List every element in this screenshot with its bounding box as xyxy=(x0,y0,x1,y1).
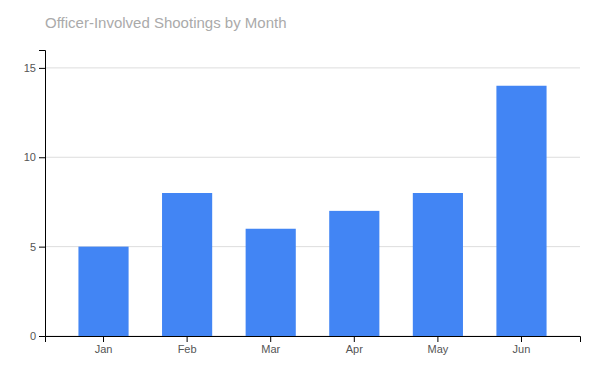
y-axis: 0 5 10 15 xyxy=(24,51,46,343)
x-tick-mark xyxy=(187,336,188,342)
x-tick-label: Apr xyxy=(346,343,363,355)
x-tick: Jun xyxy=(513,336,531,355)
bars xyxy=(78,86,546,336)
y-tick: 5 xyxy=(30,241,45,253)
y-axis-line xyxy=(39,51,46,337)
x-tick: Apr xyxy=(346,336,363,355)
plot: 0 5 10 15 Jan Feb Mar Apr May Jun xyxy=(24,51,581,355)
x-tick: May xyxy=(428,336,449,355)
y-tick-label: 15 xyxy=(24,62,36,74)
y-tick-label: 0 xyxy=(30,330,36,342)
x-tick-mark xyxy=(437,336,438,342)
y-tick-mark xyxy=(39,247,45,248)
x-tick-mark xyxy=(354,336,355,342)
y-tick-mark xyxy=(39,336,45,337)
y-tick: 10 xyxy=(24,151,45,163)
chart: 0 5 10 15 Jan Feb Mar Apr May Jun Officer-Involved… xyxy=(0,0,600,371)
bar xyxy=(78,247,128,336)
y-tick-label: 5 xyxy=(30,241,36,253)
y-tick: 0 xyxy=(30,330,45,342)
chart-container: 0 5 10 15 Jan Feb Mar Apr May Jun Officer-Involved… xyxy=(0,0,600,371)
y-tick: 15 xyxy=(24,62,45,74)
x-tick-label: Mar xyxy=(261,343,280,355)
x-tick-mark xyxy=(521,336,522,342)
x-tick: Mar xyxy=(261,336,280,355)
x-tick-label: May xyxy=(428,343,449,355)
x-tick-mark xyxy=(270,336,271,342)
grid xyxy=(45,68,580,336)
x-axis: Jan Feb Mar Apr May Jun xyxy=(46,336,581,355)
y-tick-mark xyxy=(39,68,45,69)
x-tick-label: Feb xyxy=(178,343,197,355)
y-tick-label: 10 xyxy=(24,151,36,163)
grid-line xyxy=(45,67,580,68)
title: Officer-Involved Shootings by Month xyxy=(45,14,287,31)
x-tick-mark xyxy=(103,336,104,342)
bar xyxy=(162,193,212,336)
x-tick: Feb xyxy=(178,336,197,355)
x-axis-line xyxy=(46,337,581,343)
x-tick-label: Jun xyxy=(513,343,531,355)
bar xyxy=(413,193,463,336)
x-tick-label: Jan xyxy=(95,343,113,355)
y-tick-mark xyxy=(39,157,45,158)
bar xyxy=(329,211,379,336)
bar xyxy=(496,86,546,336)
x-tick: Jan xyxy=(95,336,113,355)
bar xyxy=(246,229,296,336)
